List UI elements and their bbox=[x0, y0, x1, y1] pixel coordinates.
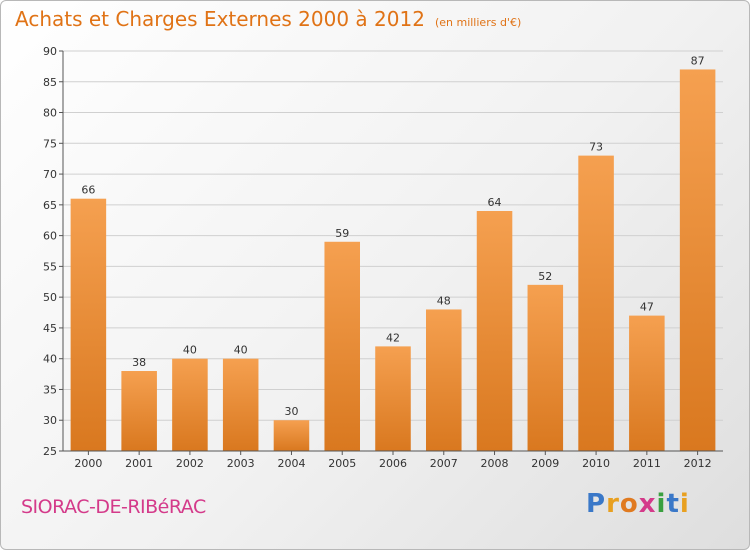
y-axis-ticks: 25 30 35 40 45 50 55 60 65 70 75 80 85 90 bbox=[43, 45, 63, 458]
y-tick-label: 65 bbox=[43, 199, 57, 212]
data-label: 40 bbox=[234, 344, 248, 357]
bar-2004 bbox=[273, 420, 310, 451]
x-tick-label: 2003 bbox=[227, 457, 255, 470]
proxiti-logo: Proxiti bbox=[586, 489, 690, 519]
x-tick-label: 2010 bbox=[582, 457, 610, 470]
bar-2006 bbox=[375, 346, 411, 451]
bar-2005 bbox=[324, 241, 360, 451]
y-tick-label: 50 bbox=[43, 291, 57, 304]
bar-2009 bbox=[527, 284, 564, 451]
y-tick-label: 90 bbox=[43, 45, 57, 58]
data-label: 73 bbox=[589, 141, 603, 154]
data-label: 52 bbox=[538, 270, 552, 283]
x-tick-label: 2000 bbox=[74, 457, 102, 470]
y-tick-label: 80 bbox=[43, 107, 57, 120]
bar-2007 bbox=[426, 309, 462, 451]
data-label: 42 bbox=[386, 331, 400, 344]
y-tick-label: 75 bbox=[43, 137, 57, 150]
x-tick-label: 2005 bbox=[328, 457, 356, 470]
chart-subtitle: (en milliers d'€) bbox=[434, 16, 522, 29]
data-label: 40 bbox=[183, 344, 197, 357]
y-tick-label: 45 bbox=[43, 322, 57, 335]
x-tick-label: 2012 bbox=[684, 457, 712, 470]
y-tick-label: 30 bbox=[43, 414, 57, 427]
x-axis-ticks: 2000 2001 2002 2003 2004 2005 2006 2007 2008 2009… bbox=[74, 451, 712, 470]
x-tick-label: 2008 bbox=[481, 457, 509, 470]
x-tick-label: 2001 bbox=[125, 457, 153, 470]
y-tick-label: 35 bbox=[43, 383, 57, 396]
data-label: 59 bbox=[335, 227, 349, 240]
logo-letter: P bbox=[586, 489, 607, 519]
y-tick-label: 60 bbox=[43, 230, 57, 243]
y-tick-label: 40 bbox=[43, 353, 57, 366]
data-label: 87 bbox=[691, 54, 705, 67]
title-text: Achats et Charges Externes 2000 à 2012 bbox=[15, 7, 425, 31]
bar-2003 bbox=[222, 358, 259, 451]
logo-letter: t bbox=[666, 489, 680, 519]
x-tick-label: 2007 bbox=[430, 457, 458, 470]
x-tick-label: 2004 bbox=[277, 457, 305, 470]
data-label: 66 bbox=[81, 184, 95, 197]
y-tick-label: 85 bbox=[43, 76, 57, 89]
bar-2010 bbox=[578, 155, 614, 451]
bar-2008 bbox=[476, 211, 513, 451]
data-label: 48 bbox=[437, 294, 451, 307]
logo-letter: o bbox=[619, 489, 639, 519]
data-label: 64 bbox=[488, 196, 502, 209]
y-tick-label: 25 bbox=[43, 445, 57, 458]
logo-letter: x bbox=[638, 489, 657, 519]
data-label: 47 bbox=[640, 301, 654, 314]
x-tick-label: 2002 bbox=[176, 457, 204, 470]
bar-2002 bbox=[172, 358, 208, 451]
commune-name: SIORAC-DE-RIBéRAC bbox=[21, 496, 206, 518]
bar-2000 bbox=[70, 198, 107, 451]
data-label: 38 bbox=[132, 356, 146, 369]
logo-letter: i bbox=[656, 489, 667, 519]
chart-title: Achats et Charges Externes 2000 à 2012 (e… bbox=[15, 7, 521, 31]
y-tick-label: 70 bbox=[43, 168, 57, 181]
logo-letter: i bbox=[679, 489, 690, 519]
x-tick-label: 2009 bbox=[531, 457, 559, 470]
x-tick-label: 2011 bbox=[633, 457, 661, 470]
data-label: 30 bbox=[284, 405, 298, 418]
bar-2011 bbox=[629, 315, 665, 451]
bar-2001 bbox=[121, 371, 157, 451]
bar-2012 bbox=[679, 69, 716, 451]
logo-letter: r bbox=[606, 489, 620, 519]
y-tick-label: 55 bbox=[43, 260, 57, 273]
x-tick-label: 2006 bbox=[379, 457, 407, 470]
bars: 66 38 40 40 30 59 42 48 64 52 73 47 87 bbox=[70, 54, 716, 451]
